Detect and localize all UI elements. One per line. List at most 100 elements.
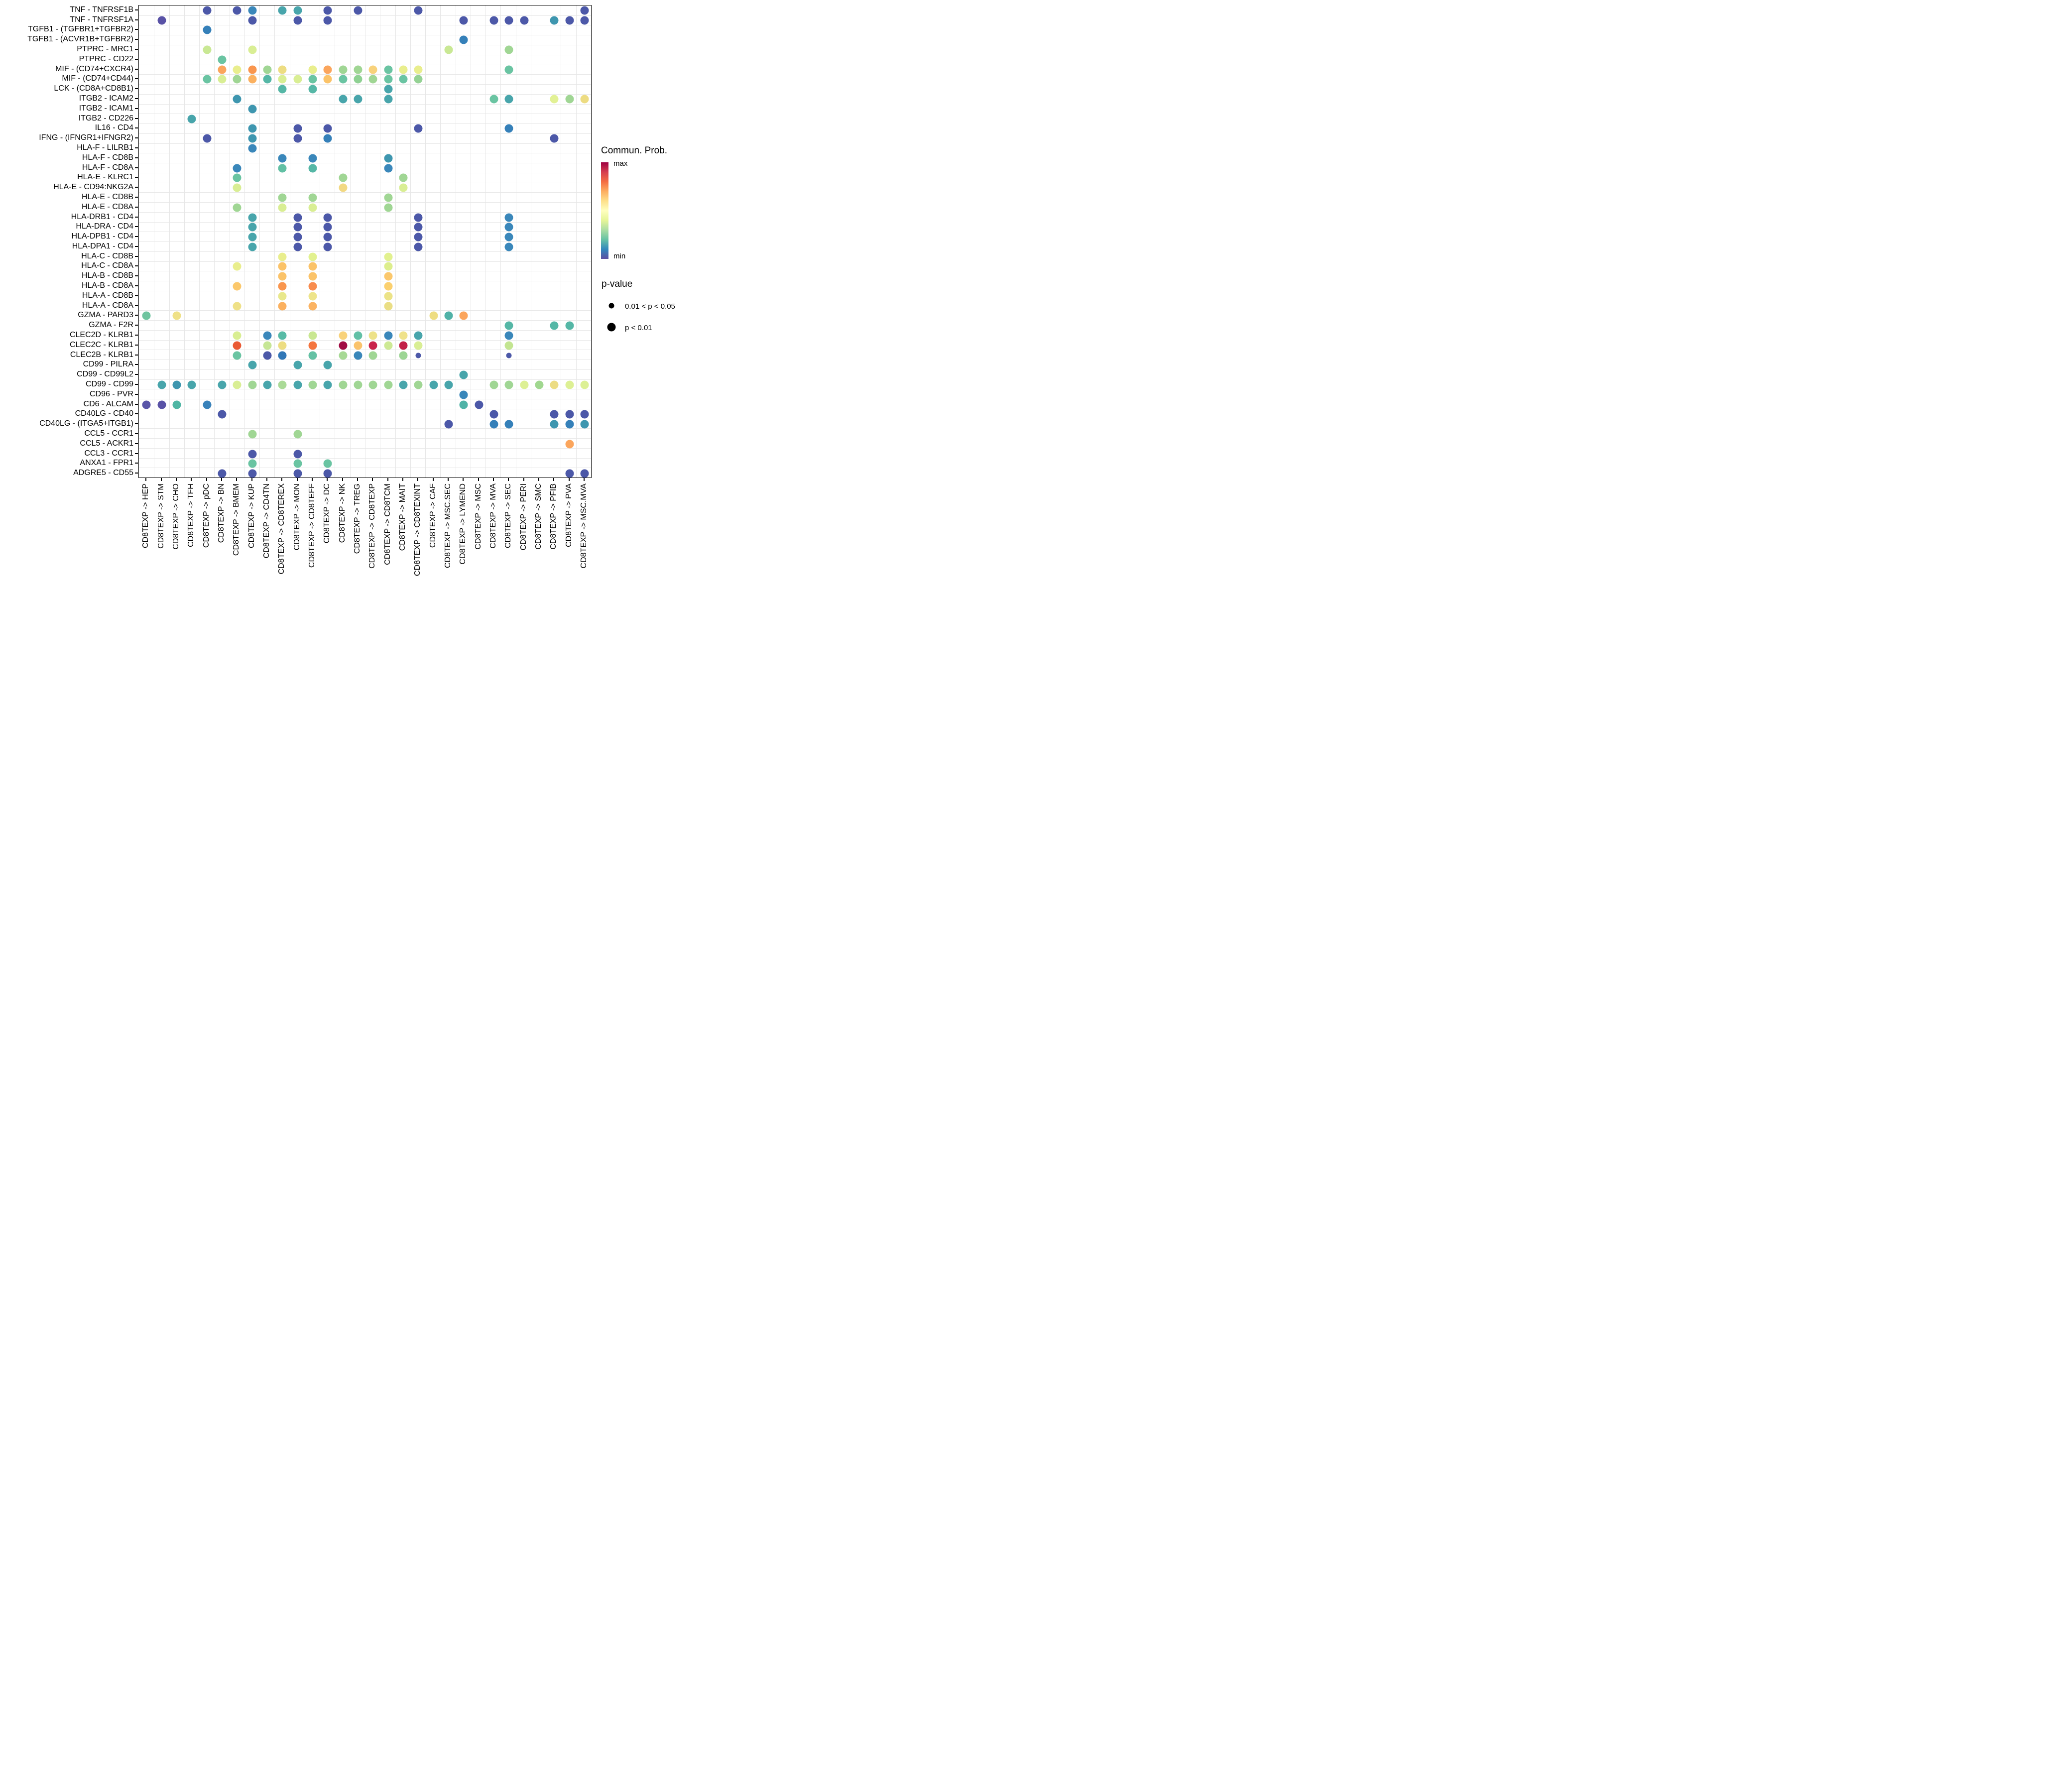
data-dot xyxy=(248,45,256,54)
data-dot xyxy=(308,282,317,291)
data-dot xyxy=(293,16,302,25)
data-dot xyxy=(278,341,287,350)
y-axis-label: ITGB2 - CD226 xyxy=(78,114,133,122)
x-tick xyxy=(160,478,162,481)
data-dot xyxy=(580,410,589,419)
x-tick xyxy=(568,478,570,481)
y-axis-label: HLA-B - CD8B xyxy=(81,271,133,280)
data-dot xyxy=(278,193,287,202)
y-axis-label: HLA-DPB1 - CD4 xyxy=(71,232,133,241)
y-axis-label: ANXA1 - FPR1 xyxy=(80,459,133,468)
data-dot xyxy=(278,282,287,291)
colorbar-gradient xyxy=(601,162,608,259)
data-dot xyxy=(293,134,302,143)
data-dot xyxy=(368,380,377,389)
data-dot xyxy=(399,351,408,360)
y-axis-label: TNF - TNFRSF1A xyxy=(70,15,133,24)
y-axis-label: MIF - (CD74+CD44) xyxy=(62,74,133,83)
data-dot xyxy=(278,164,287,173)
y-axis-label: CLEC2C - KLRB1 xyxy=(69,340,133,349)
data-dot xyxy=(218,65,227,74)
data-dot xyxy=(293,469,302,478)
y-tick xyxy=(135,295,138,296)
y-tick xyxy=(135,29,138,30)
data-dot xyxy=(368,75,377,84)
data-dot xyxy=(414,242,423,251)
y-axis-label: HLA-C - CD8B xyxy=(81,251,133,260)
x-tick xyxy=(417,478,419,481)
data-dot xyxy=(172,380,181,389)
y-tick xyxy=(135,137,138,139)
gridline-horizontal xyxy=(139,320,591,321)
gridline-horizontal xyxy=(139,104,591,105)
data-dot xyxy=(354,331,362,340)
y-tick xyxy=(135,364,138,365)
data-dot xyxy=(157,400,166,409)
data-dot xyxy=(172,311,181,320)
data-dot xyxy=(354,6,362,15)
pvalue-small-dot-icon xyxy=(608,303,614,309)
data-dot xyxy=(565,16,574,25)
data-dot xyxy=(233,173,242,182)
data-dot xyxy=(142,311,151,320)
x-tick xyxy=(538,478,539,481)
y-tick xyxy=(135,147,138,148)
y-axis-label: GZMA - PARD3 xyxy=(78,311,133,320)
data-dot xyxy=(506,353,512,358)
data-dot xyxy=(293,213,302,222)
data-dot xyxy=(384,95,392,104)
gridline-horizontal xyxy=(139,15,591,16)
data-dot xyxy=(580,469,589,478)
data-dot xyxy=(504,321,513,330)
data-dot xyxy=(263,351,272,360)
data-dot xyxy=(293,430,302,439)
x-tick xyxy=(191,478,192,481)
y-tick xyxy=(135,374,138,375)
data-dot xyxy=(278,203,287,212)
y-axis-label: ITGB2 - ICAM2 xyxy=(79,94,133,103)
y-tick xyxy=(135,206,138,208)
data-dot xyxy=(157,16,166,25)
data-dot xyxy=(293,459,302,468)
data-dot xyxy=(278,65,287,74)
data-dot xyxy=(248,450,256,459)
data-dot xyxy=(489,95,498,104)
data-dot xyxy=(323,380,332,389)
data-dot xyxy=(354,351,362,360)
x-axis-label: CD8TEXP -> CD4TN xyxy=(262,483,271,559)
y-tick xyxy=(135,187,138,188)
y-axis-label: HLA-F - CD8A xyxy=(82,163,133,172)
x-axis-label: CD8TEXP -> MON xyxy=(292,483,301,551)
data-dot xyxy=(444,45,453,54)
x-axis-label: CD8TEXP -> STM xyxy=(156,483,165,549)
data-dot xyxy=(489,380,498,389)
data-dot xyxy=(203,75,211,84)
data-dot xyxy=(489,410,498,419)
y-tick xyxy=(135,285,138,287)
y-axis-label: HLA-F - CD8B xyxy=(82,153,133,162)
data-dot xyxy=(278,380,287,389)
y-tick xyxy=(135,245,138,247)
gridline-horizontal xyxy=(139,448,591,449)
y-tick xyxy=(135,108,138,109)
data-dot xyxy=(263,380,272,389)
data-dot xyxy=(489,420,498,429)
data-dot xyxy=(504,331,513,340)
data-dot xyxy=(504,124,513,133)
data-dot xyxy=(550,134,559,143)
x-axis-label: CD8TEXP -> PERI xyxy=(519,483,528,551)
gridline-horizontal xyxy=(139,94,591,95)
data-dot xyxy=(339,95,347,104)
colorbar-title: Commun. Prob. xyxy=(601,145,668,156)
data-dot xyxy=(233,351,242,360)
x-tick xyxy=(357,478,358,481)
data-dot xyxy=(368,341,377,350)
gridline-horizontal xyxy=(139,222,591,223)
gridline-horizontal xyxy=(139,212,591,213)
data-dot xyxy=(248,242,256,251)
gridline-horizontal xyxy=(139,251,591,252)
x-axis-label: CD8TEXP -> BN xyxy=(217,483,226,543)
x-tick xyxy=(447,478,449,481)
data-dot xyxy=(550,95,559,104)
data-dot xyxy=(565,321,574,330)
